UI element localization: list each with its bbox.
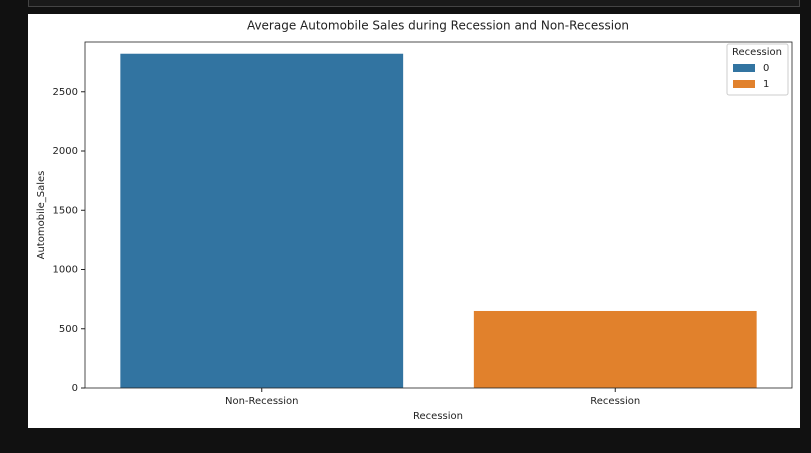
y-tick-label: 1000 <box>53 265 78 276</box>
y-tick-label: 1500 <box>53 205 78 216</box>
axes-frame <box>84 41 793 389</box>
bar <box>120 53 404 388</box>
y-tick-label: 2000 <box>53 146 78 157</box>
y-tick-label: 2500 <box>53 87 78 98</box>
y-tick-label: 500 <box>59 324 78 335</box>
x-tick-label: Non-Recession <box>225 396 299 407</box>
y-tick-label: 0 <box>72 383 78 394</box>
x-axis-label: Recession <box>413 411 463 422</box>
legend-swatch <box>733 64 755 72</box>
chart: Average Automobile Sales during Recessio… <box>28 14 800 428</box>
legend-label: 0 <box>763 63 769 74</box>
y-axis-label: Automobile_Sales <box>36 171 47 260</box>
x-tick-label: Recession <box>590 396 640 407</box>
chart-title: Average Automobile Sales during Recessio… <box>247 19 629 33</box>
legend-title: Recession <box>732 47 782 58</box>
bar <box>473 310 757 388</box>
legend-swatch <box>733 80 755 88</box>
legend-label: 1 <box>763 79 769 90</box>
cell-border <box>28 0 800 7</box>
